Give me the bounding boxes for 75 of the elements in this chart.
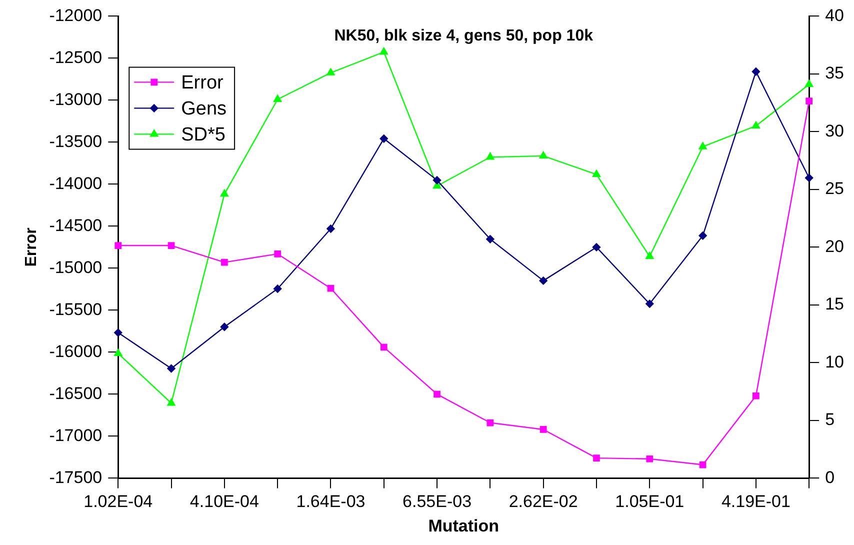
- text: NK50, blk size 4, gens 50, pop 10k: [334, 28, 594, 45]
- point: [486, 235, 494, 244]
- x-axis-title: Mutation: [428, 516, 500, 536]
- y2-tick-label: 15: [825, 294, 844, 314]
- point: [486, 419, 494, 426]
- point: [274, 94, 282, 102]
- y-tick-label: -12500: [49, 48, 102, 67]
- point: [380, 344, 388, 351]
- point: [698, 232, 707, 240]
- point: [540, 426, 547, 433]
- point: [114, 242, 122, 249]
- point: [592, 243, 601, 252]
- point: [168, 242, 175, 249]
- x-tick-label: 6.55E-03: [402, 492, 472, 512]
- point: [432, 176, 442, 184]
- y2-tick-label: 35: [825, 64, 844, 83]
- y-tick-label: -15000: [49, 258, 102, 277]
- point: [752, 392, 760, 400]
- point: [274, 250, 282, 258]
- y-tick-label: -13500: [49, 132, 102, 151]
- legend-label: Gens: [181, 98, 227, 120]
- y-tick-label: -15500: [49, 300, 102, 319]
- y2-tick-label: 30: [825, 121, 844, 140]
- point: [220, 322, 229, 331]
- point: [646, 252, 654, 260]
- point: [752, 121, 760, 129]
- point: [486, 152, 494, 160]
- point: [646, 455, 654, 462]
- y2-tick-label: 10: [825, 352, 844, 372]
- y2-tick-label: 20: [825, 236, 844, 256]
- x-tick-label: 1.02E-04: [84, 492, 153, 512]
- point: [326, 68, 335, 76]
- legend-label: SD*5: [181, 124, 226, 146]
- y-axis-title: Error: [23, 228, 40, 267]
- y2-tick-label: 0: [825, 468, 835, 487]
- point: [273, 284, 282, 293]
- point: [539, 151, 548, 159]
- x-tick-label: 1.05E-01: [615, 492, 684, 512]
- point: [434, 390, 440, 398]
- x-tick-label: 1.64E-03: [296, 492, 366, 512]
- point: [539, 276, 548, 285]
- point: [167, 364, 176, 373]
- y-tick-label: -17500: [49, 468, 102, 487]
- point: [699, 461, 706, 468]
- point: [114, 348, 122, 356]
- point: [805, 80, 814, 87]
- point: [593, 454, 600, 462]
- point: [380, 47, 388, 55]
- x-tick-label: 4.10E-04: [190, 492, 259, 512]
- legend-label: Error: [181, 72, 224, 94]
- y-tick-label: -16000: [49, 342, 102, 361]
- point: [114, 328, 122, 337]
- point: [806, 98, 813, 104]
- y-tick-label: -13000: [49, 90, 102, 109]
- point: [221, 258, 228, 266]
- x-tick-label: 4.19E-01: [721, 492, 790, 512]
- point: [646, 300, 654, 308]
- y2-tick-label: 40: [825, 6, 844, 25]
- point: [327, 284, 334, 292]
- point: [592, 170, 601, 178]
- y-tick-label: -17000: [49, 426, 102, 445]
- y-tick-label: -14500: [49, 216, 102, 235]
- point: [698, 142, 707, 150]
- y2-tick-label: 5: [825, 410, 835, 430]
- point: [380, 134, 388, 143]
- point: [804, 174, 814, 182]
- x-tick-label: 2.62E-02: [508, 492, 578, 512]
- y-tick-label: -14000: [49, 174, 102, 193]
- y2-tick-label: 25: [825, 179, 844, 198]
- point: [752, 68, 760, 76]
- point: [167, 398, 176, 406]
- point: [326, 224, 335, 233]
- point: [220, 189, 228, 197]
- y-tick-label: -16500: [49, 384, 102, 403]
- y-tick-label: -12000: [49, 6, 102, 25]
